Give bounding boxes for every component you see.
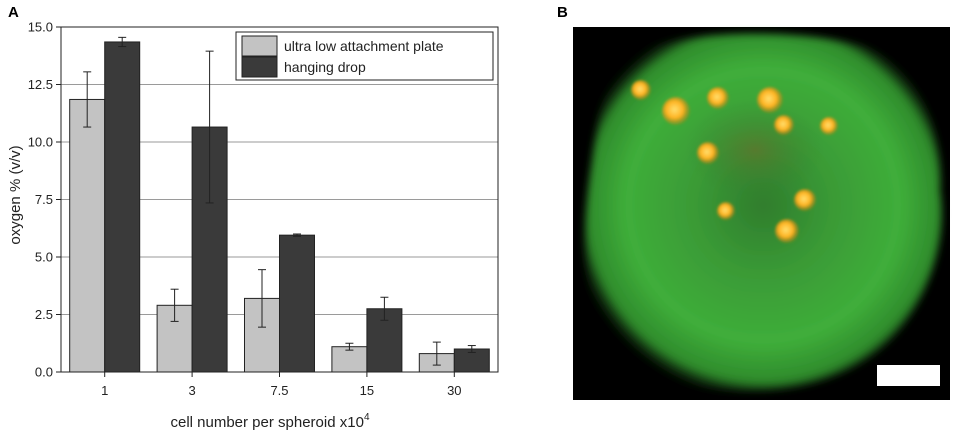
x-tick-label: 3 [188,383,195,398]
nucleus [820,117,838,135]
nucleus [631,80,651,100]
error-bars [83,36,476,366]
y-tick-label: 2.5 [35,307,53,322]
legend-swatch-ulap [241,35,278,57]
y-tick-label: 12.5 [28,77,53,92]
nucleus [697,142,719,164]
nucleus [774,115,794,135]
y-tick-label: 15.0 [28,20,53,35]
legend-swatch-hanging-drop [241,56,278,78]
bar-ulap [69,98,106,373]
bar-hanging-drop [279,234,315,373]
x-axis-title-text: cell number per spheroid x10 [170,414,363,431]
y-axis-ticks: 0.0 2.5 5.0 7.5 10.0 12.5 15.0 [28,20,61,380]
bar-chart: 0.0 2.5 5.0 7.5 10.0 12.5 15.0 1 3 7.5 15 30 oxyge… [7,20,499,431]
nucleus [757,87,783,113]
legend: ultra low attachment plate hanging drop [235,31,494,81]
y-tick-label: 10.0 [28,135,53,150]
nuclei [631,80,838,243]
y-tick-label: 5.0 [35,250,53,265]
legend-box [235,31,494,81]
x-tick-label: 7.5 [270,383,288,398]
nucleus [775,219,799,243]
x-axis-title: cell number per spheroid x104 [170,412,369,431]
x-tick-label: 1 [101,383,108,398]
fluorescence-micrograph [573,27,950,400]
legend-label-hanging-drop: hanging drop [284,59,366,75]
x-tick-label: 30 [447,383,461,398]
nucleus [717,202,735,220]
nucleus [662,97,690,125]
panel-label-b: B [557,4,568,21]
y-tick-label: 7.5 [35,192,53,207]
bar-hanging-drop [104,41,141,373]
y-tick-label: 0.0 [35,365,53,380]
x-axis-title-superscript: 4 [364,412,370,423]
legend-label-ulap: ultra low attachment plate [284,38,444,54]
y-axis-title: oxygen % (v/v) [7,145,24,244]
nucleus [794,189,816,211]
nucleus [707,87,729,109]
x-axis-ticks: 1 3 7.5 15 30 [101,372,462,398]
scale-bar [877,365,940,386]
bars [69,41,490,373]
panel-label-a: A [8,4,19,21]
x-tick-label: 15 [360,383,374,398]
